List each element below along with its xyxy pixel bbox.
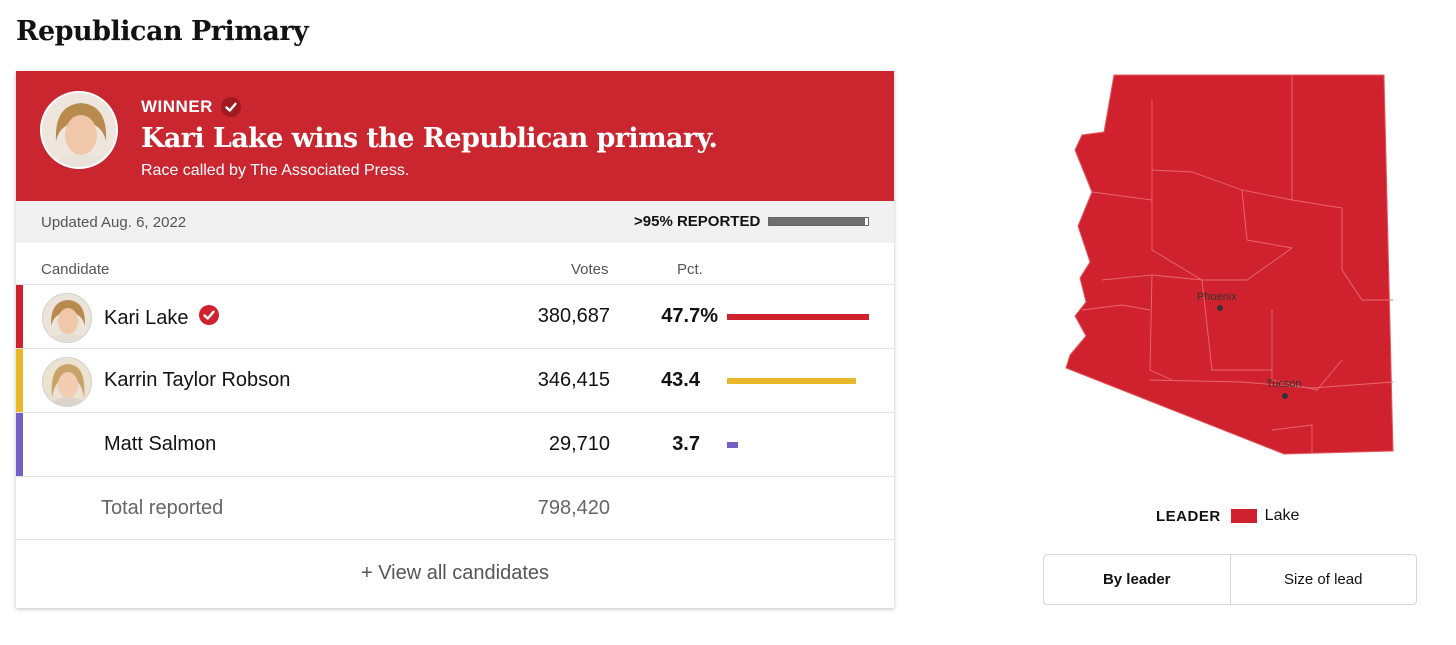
candidate-color-stripe (16, 413, 23, 477)
candidate-pct: 43.4 (661, 369, 700, 391)
header-pct: Pct. (677, 261, 703, 278)
city-label-tucson: Tucson (1266, 378, 1302, 390)
candidate-pct: 3.7 (672, 433, 700, 455)
race-called-note: Race called by The Associated Press. (141, 162, 410, 179)
table-row: Karrin Taylor Robson 346,415 43.4 (16, 348, 894, 413)
total-row: Total reported 798,420 (16, 476, 894, 540)
pct-bar (727, 378, 856, 384)
check-circle-icon (220, 97, 241, 117)
results-card: WINNER Kari Lake wins the Republican pri… (16, 71, 894, 608)
table-row: Matt Salmon 29,710 3.7 (16, 412, 894, 477)
candidate-color-stripe (16, 285, 23, 349)
winner-text: WINNER (141, 97, 213, 116)
county-borders (1081, 75, 1394, 454)
candidate-votes: 380,687 (537, 305, 610, 327)
view-all-candidates-button[interactable]: + View all candidates (16, 539, 894, 608)
pct-bar (727, 314, 869, 320)
reported-percent: >95% REPORTED (634, 213, 761, 230)
winner-label: WINNER (141, 97, 241, 117)
map-legend: LEADER Lake (1156, 507, 1299, 525)
candidate-name: Karrin Taylor Robson (104, 369, 290, 392)
map-view-toggle: By leader Size of lead (1043, 554, 1417, 605)
winner-avatar (40, 91, 118, 169)
reporting-progress-fill (769, 218, 866, 225)
candidate-name-text: Matt Salmon (104, 433, 217, 455)
header-candidate: Candidate (41, 261, 110, 278)
winner-headline: Kari Lake wins the Republican primary. (141, 123, 718, 154)
by-leader-button[interactable]: By leader (1102, 571, 1171, 588)
reporting-progress-bar (768, 217, 869, 226)
winner-banner: WINNER Kari Lake wins the Republican pri… (16, 71, 894, 201)
size-of-lead-button[interactable]: Size of lead (1229, 555, 1417, 604)
city-label-phoenix: Phoenix (1197, 291, 1237, 303)
total-votes: 798,420 (537, 497, 610, 519)
arizona-county-map: Phoenix Tucson (1065, 74, 1394, 455)
legend-label: Lake (1264, 507, 1300, 524)
map-state-shape (1065, 74, 1394, 455)
candidate-pct: 47.7% (661, 305, 718, 327)
phoenix-marker (1217, 305, 1223, 311)
total-label: Total reported (101, 497, 224, 519)
candidate-name-text: Kari Lake (104, 306, 189, 329)
candidate-name-text: Karrin Taylor Robson (104, 369, 291, 391)
candidate-name: Kari Lake (104, 305, 219, 331)
legend-swatch (1230, 509, 1257, 523)
candidate-color-stripe (16, 349, 23, 413)
header-votes: Votes (571, 261, 609, 278)
tucson-marker (1282, 393, 1288, 399)
winner-check-icon (198, 305, 219, 331)
status-bar: Updated Aug. 6, 2022 >95% REPORTED (16, 201, 894, 243)
updated-timestamp: Updated Aug. 6, 2022 (41, 214, 187, 231)
table-row: Kari Lake 380,687 47.7% (16, 284, 894, 349)
legend-title: LEADER (1156, 507, 1221, 525)
candidate-votes: 29,710 (548, 433, 610, 455)
candidate-avatar (42, 293, 92, 343)
candidate-votes: 346,415 (537, 369, 610, 391)
candidate-name: Matt Salmon (104, 433, 216, 456)
candidate-avatar (42, 357, 92, 407)
page-title: Republican Primary (16, 16, 309, 47)
pct-bar (727, 442, 738, 448)
